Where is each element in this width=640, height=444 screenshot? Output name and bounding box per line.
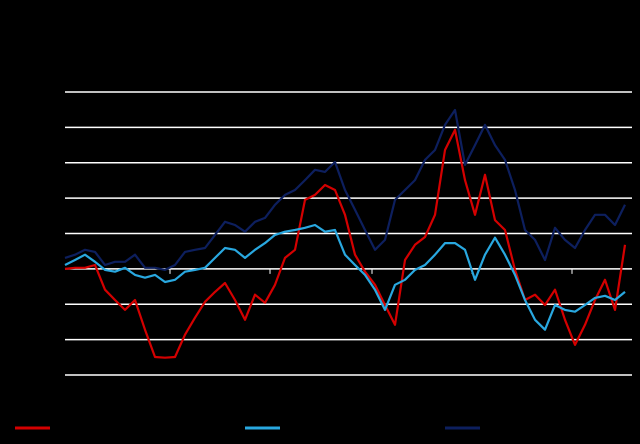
series-line <box>64 128 627 359</box>
series-line <box>64 108 626 271</box>
series-line <box>64 223 626 331</box>
